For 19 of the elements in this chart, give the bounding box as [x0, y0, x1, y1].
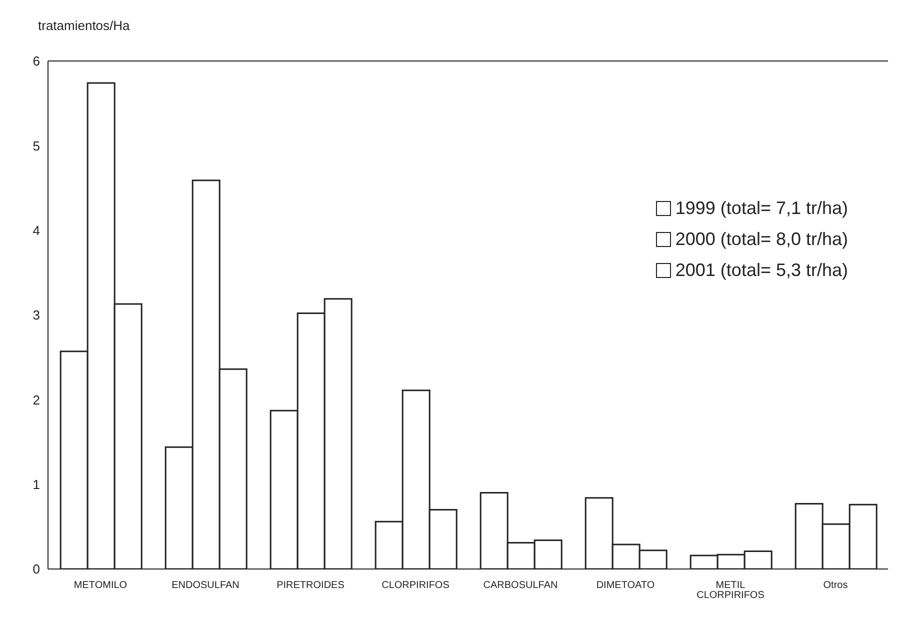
y-tick-label: 4: [32, 222, 40, 238]
x-tick-label: CARBOSULFAN: [483, 580, 558, 592]
legend-label: 1999 (total= 7,1 tr/ha): [675, 198, 848, 219]
y-tick-label: 5: [32, 138, 40, 154]
x-tick-label: METIL CLORPIRIFOS: [696, 580, 765, 602]
x-tick-label: METOMILO: [74, 580, 128, 592]
y-tick-label: 6: [32, 54, 40, 69]
x-tick-label: CLORPIRIFOS: [382, 580, 450, 592]
y-tick-label: 0: [32, 562, 40, 577]
y-axis-title: tratamientos/Ha: [38, 18, 130, 33]
y-tick-label: 1: [32, 476, 40, 492]
y-tick-label: 3: [32, 308, 40, 323]
x-tick-label: Otros: [823, 580, 848, 592]
x-tick-label: PIRETROIDES: [276, 580, 345, 592]
y-tick-label: 2: [32, 392, 40, 408]
x-tick-label: ENDOSULFAN: [172, 580, 240, 592]
legend-label: 2001 (total= 5,3 tr/ha): [675, 260, 848, 281]
legend-label: 2000 (total= 8,0 tr/ha): [675, 229, 848, 250]
x-tick-label: DIMETOATO: [596, 580, 655, 592]
